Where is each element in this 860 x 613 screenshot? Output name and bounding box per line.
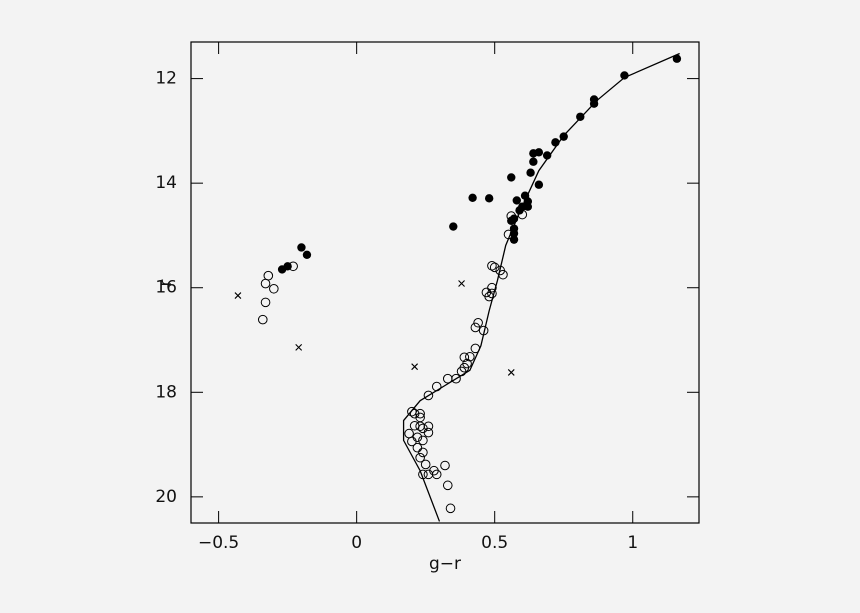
open-point bbox=[412, 442, 423, 453]
filled-point bbox=[526, 168, 535, 177]
y-tick-label: 20 bbox=[155, 487, 177, 507]
plot-frame bbox=[190, 41, 700, 524]
open-point bbox=[260, 297, 271, 308]
open-point bbox=[487, 282, 497, 293]
filled-point bbox=[507, 173, 516, 182]
open-point bbox=[269, 283, 279, 294]
y-tick-label: 12 bbox=[155, 69, 177, 89]
open-point bbox=[489, 262, 500, 273]
open-point bbox=[263, 270, 274, 281]
filled-point bbox=[484, 194, 494, 203]
open-point bbox=[442, 373, 453, 384]
open-point bbox=[407, 436, 417, 447]
open-point bbox=[431, 381, 442, 392]
open-point bbox=[442, 480, 453, 491]
open-point bbox=[470, 322, 481, 333]
y-tick-label: 14 bbox=[155, 173, 177, 193]
y-axis-label: r bbox=[156, 280, 176, 287]
filled-point bbox=[277, 265, 287, 274]
filled-point bbox=[534, 180, 544, 189]
filled-point bbox=[576, 112, 585, 121]
filled-point bbox=[672, 54, 682, 63]
filled-point bbox=[512, 196, 521, 205]
open-point bbox=[440, 460, 450, 471]
filled-point bbox=[468, 193, 477, 203]
cross-point bbox=[411, 363, 419, 371]
open-point bbox=[465, 351, 475, 362]
open-point bbox=[506, 211, 517, 221]
open-point bbox=[415, 421, 425, 432]
cross-point bbox=[458, 280, 465, 287]
cross-point bbox=[295, 343, 303, 351]
open-point bbox=[418, 447, 428, 458]
open-point bbox=[423, 427, 434, 438]
open-point bbox=[459, 352, 470, 363]
cross-point bbox=[234, 292, 242, 299]
open-point bbox=[418, 423, 428, 434]
open-point bbox=[257, 314, 268, 325]
open-point bbox=[418, 435, 428, 446]
filled-point bbox=[542, 151, 552, 160]
y-tick-label: 16 bbox=[155, 278, 177, 298]
filled-point bbox=[523, 202, 533, 211]
filled-point bbox=[509, 235, 519, 244]
cross-point bbox=[507, 369, 515, 376]
open-point bbox=[288, 261, 298, 272]
open-point bbox=[445, 503, 456, 514]
isochrone-line bbox=[402, 52, 680, 522]
x-tick-label: 0 bbox=[351, 533, 362, 553]
open-point bbox=[404, 428, 414, 439]
open-point bbox=[409, 408, 420, 419]
x-axis-label: g−r bbox=[429, 554, 461, 574]
x-tick-label: 1 bbox=[627, 533, 638, 553]
y-tick-label: 18 bbox=[155, 382, 177, 402]
filled-point bbox=[449, 222, 458, 231]
open-point bbox=[420, 459, 431, 470]
open-point bbox=[473, 317, 483, 328]
filled-point bbox=[529, 149, 538, 158]
filled-point bbox=[297, 243, 306, 252]
open-point bbox=[415, 408, 425, 419]
open-point bbox=[431, 469, 442, 480]
x-tick-label: 0.5 bbox=[481, 533, 508, 553]
open-point bbox=[423, 421, 434, 432]
filled-point bbox=[620, 71, 629, 80]
x-tick-label: −0.5 bbox=[198, 533, 239, 553]
filled-point bbox=[302, 250, 312, 259]
open-point bbox=[487, 260, 497, 271]
open-point bbox=[423, 390, 434, 401]
open-point bbox=[487, 288, 497, 299]
filled-point bbox=[529, 157, 538, 166]
open-point bbox=[260, 278, 271, 289]
open-point bbox=[415, 452, 425, 463]
